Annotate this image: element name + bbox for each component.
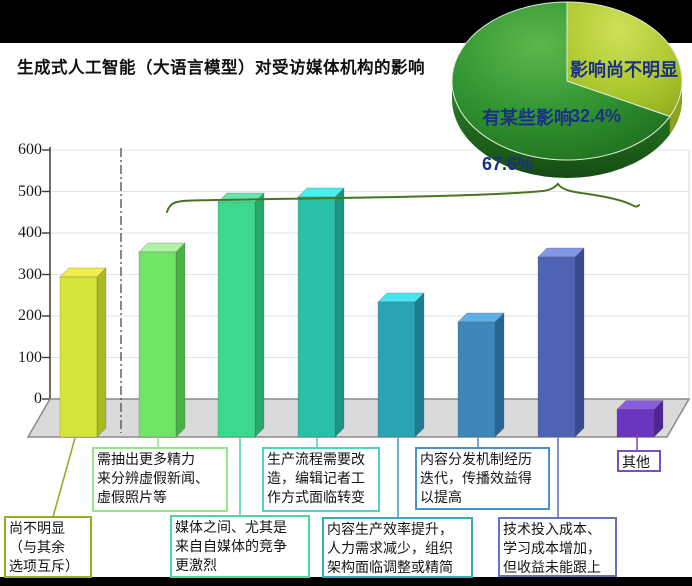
bar-4 xyxy=(297,187,345,438)
y-axis-label-100: 100 xyxy=(18,348,42,366)
pie-slice-pct: 67.6% xyxy=(482,154,534,174)
category-label-box-8: 其他 xyxy=(617,450,661,472)
pie-slice-some-impact xyxy=(451,1,671,161)
y-axis-label-400: 400 xyxy=(18,224,42,241)
pie-slice-pct: 32.4% xyxy=(570,106,622,126)
pie-chart xyxy=(451,1,683,178)
category-label-box-7: 技术投入成本、 学习成本增加， 但收益未能跟上 xyxy=(498,517,617,577)
category-label-box-6: 内容分发机制经历 迭代，传播效益得 以提高 xyxy=(415,447,550,510)
y-axis-label-200: 200 xyxy=(18,307,42,324)
bottom-black-bar xyxy=(0,577,692,586)
bar-3 xyxy=(217,192,265,438)
pie-slice-name: 有某些影响 xyxy=(482,108,572,128)
category-label-box-1: 尚不明显 （与其余 选项互斥） xyxy=(4,516,92,578)
chart-title: 生成式人工智能（大语言模型）对受访媒体机构的影响 xyxy=(17,59,425,77)
bar-8 xyxy=(616,399,664,438)
bar-2 xyxy=(138,242,186,438)
category-label-box-3: 媒体之间、尤其是 来自自媒体的竞争 更激烈 xyxy=(170,515,310,578)
category-label-box-5: 内容生产效率提升， 人力需求减少，组织 架构面临调整或精简 xyxy=(322,517,473,578)
bar-5 xyxy=(377,292,425,438)
y-axis-label-0: 0 xyxy=(34,390,42,407)
category-label-box-2: 需抽出更多精力 来分辨虚假新闻、 虚假照片等 xyxy=(92,447,228,512)
pie-slice-name: 影响尚不明显 xyxy=(570,60,678,80)
brace-annotation xyxy=(166,182,640,213)
pie-side-green xyxy=(452,81,682,178)
chart-floor xyxy=(26,398,691,438)
bar-6 xyxy=(457,312,505,438)
bar-7 xyxy=(537,247,585,438)
pie-label-not-obvious: 影响尚不明显 32.4% xyxy=(570,36,678,128)
category-connector-line xyxy=(52,437,76,518)
y-axis-label-300: 300 xyxy=(18,265,42,283)
pie-label-some-impact: 有某些影响 67.6% xyxy=(482,84,572,176)
y-axis-label-500: 500 xyxy=(18,182,42,200)
pie-slice-not-obvious xyxy=(566,1,683,117)
pie-side-lime xyxy=(669,81,682,135)
bar-1 xyxy=(59,267,107,438)
category-label-box-4: 生产流程需要改 造，编辑记者工 作方式面临转变 xyxy=(262,447,380,512)
y-axis-label-600: 600 xyxy=(18,141,42,158)
